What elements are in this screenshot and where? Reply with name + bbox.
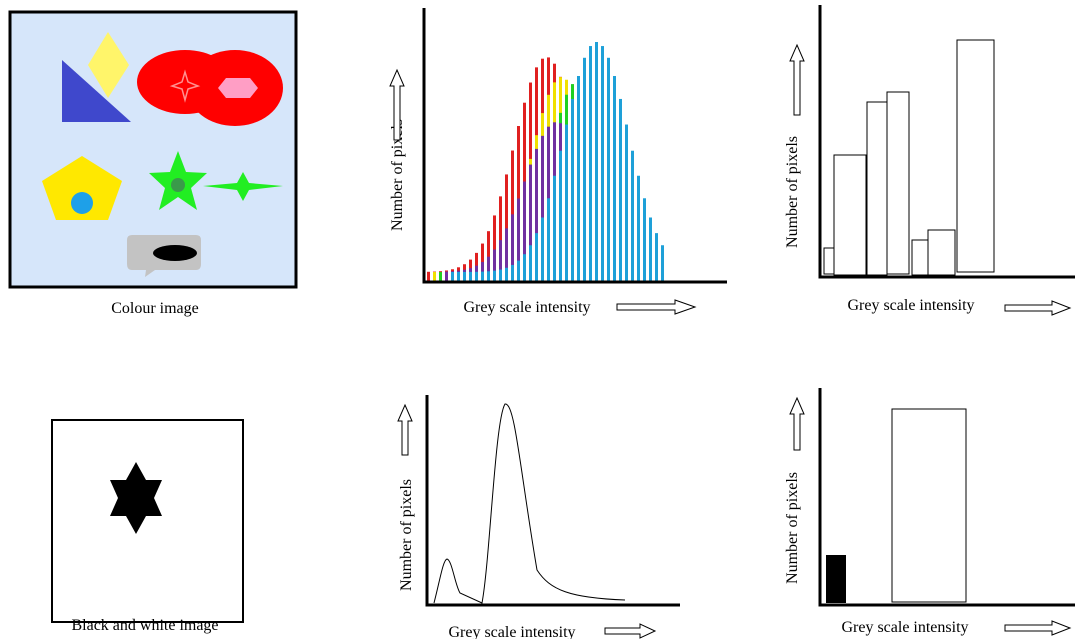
bar [826, 555, 846, 603]
histogram-bar [631, 150, 634, 282]
curve [433, 403, 626, 604]
histogram-bar [607, 57, 610, 282]
histogram-bar [433, 271, 436, 282]
histogram-bar [625, 124, 628, 283]
y-label: Number of pixels [398, 479, 415, 591]
arrow [789, 43, 805, 116]
arrow [1004, 620, 1072, 636]
histogram-bar [487, 231, 490, 282]
histogram-bar [637, 175, 640, 282]
histogram-bar [487, 271, 490, 282]
histogram-bar [529, 164, 532, 282]
axis [422, 8, 727, 284]
colour-histogram [427, 42, 664, 283]
y-label: Number of pixels [784, 472, 801, 584]
histogram-bar [439, 271, 442, 282]
histogram-bar [493, 249, 496, 282]
x-label: Grey scale intensity [463, 299, 590, 316]
arrow [789, 396, 805, 451]
histogram-bar [577, 76, 580, 282]
caption: Colour image [111, 300, 199, 317]
bar [891, 408, 967, 603]
histogram-bar [499, 196, 502, 282]
histogram-bar [499, 269, 502, 282]
histogram-bar [463, 271, 466, 282]
histogram-bar [505, 267, 508, 282]
histogram-bar [529, 245, 532, 282]
histogram-bar [655, 233, 658, 282]
histogram-bar [613, 76, 616, 282]
histogram-bar [451, 271, 454, 282]
histogram-bar [523, 181, 526, 282]
histogram-bar [619, 98, 622, 282]
histogram-bar [661, 245, 664, 282]
bar-histogram [823, 39, 995, 276]
histogram-bar [565, 124, 568, 283]
histogram-bar [457, 271, 460, 282]
histogram-bar [583, 57, 586, 282]
histogram-bar [541, 217, 544, 282]
histogram-bar [505, 174, 508, 282]
histogram-bar [499, 240, 502, 282]
histogram-bar [535, 233, 538, 282]
histogram-bar [649, 217, 652, 282]
arrow [389, 68, 405, 141]
bw-image [51, 419, 244, 623]
histogram-bar [493, 215, 496, 282]
histogram-bar [511, 214, 514, 282]
histogram-bar [475, 271, 478, 282]
axis [818, 5, 1075, 279]
histogram-bar [601, 46, 604, 282]
histogram-bar [643, 198, 646, 282]
histogram-bar [595, 42, 598, 282]
histogram-bar [517, 260, 520, 282]
arrow [397, 403, 413, 456]
y-label: Number of pixels [389, 119, 406, 231]
x-label: Grey scale intensity [448, 624, 575, 639]
histogram-bar [469, 271, 472, 282]
arrow [616, 299, 697, 315]
histogram-bar [427, 271, 430, 282]
x-label: Grey scale intensity [847, 297, 974, 314]
histogram-bar [571, 98, 574, 282]
axis [425, 395, 680, 607]
colour-image [8, 10, 298, 289]
histogram-bar [493, 270, 496, 282]
histogram-bar [481, 271, 484, 282]
histogram-bar [517, 198, 520, 282]
x-label: Grey scale intensity [841, 619, 968, 636]
histogram-bar [541, 135, 544, 282]
caption: Black and white image [71, 617, 218, 634]
histogram-bar [445, 271, 448, 282]
axis [818, 388, 1075, 607]
histogram-bar [487, 256, 490, 282]
histogram-bar [559, 150, 562, 282]
histogram-bar [553, 175, 556, 282]
histogram-bar [511, 264, 514, 282]
histogram-bar [589, 46, 592, 282]
arrow [604, 623, 657, 639]
histogram-bar [523, 254, 526, 282]
histogram-bar [535, 148, 538, 282]
histogram-bar [505, 228, 508, 282]
y-label: Number of pixels [784, 136, 801, 248]
arrow [1004, 300, 1072, 316]
histogram-bar [547, 198, 550, 282]
